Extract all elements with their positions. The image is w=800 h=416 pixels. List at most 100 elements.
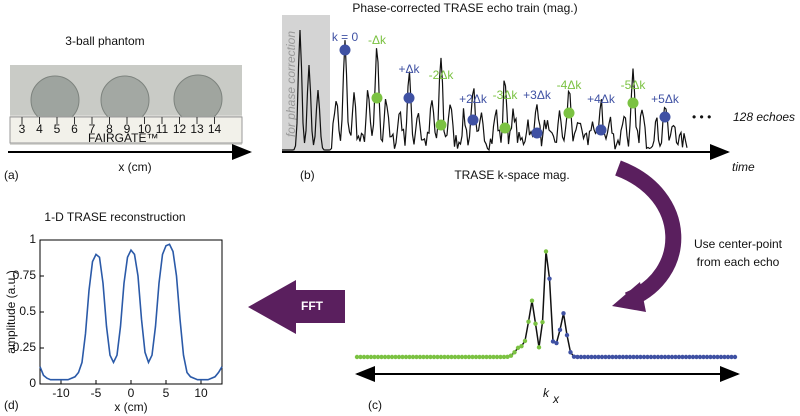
kspace-point (652, 354, 657, 360)
kspace-point (564, 332, 570, 338)
ruler-label: 13 (190, 122, 204, 136)
panel-label: (c) (368, 398, 382, 412)
echo-label: +4Δk (587, 92, 616, 106)
kspace-point (358, 354, 363, 360)
echo-label: -Δk (368, 33, 387, 47)
echo-label: -4Δk (557, 78, 583, 92)
kspace-point (725, 354, 731, 360)
y-tick-label: 0.5 (19, 304, 36, 318)
curved-arrow (614, 160, 682, 308)
echo-label: +Δk (398, 62, 420, 76)
kspace-point (708, 354, 713, 360)
y-tick-label: 0.25 (13, 340, 37, 354)
echo-center (531, 127, 543, 139)
x-tick-label: 5 (163, 386, 170, 400)
ball (173, 74, 223, 124)
kspace-point (582, 354, 587, 360)
x-axis-label: x (cm) (114, 400, 147, 414)
kspace-point (680, 354, 685, 360)
kspace-point (592, 354, 598, 360)
kspace-point (473, 354, 479, 360)
kspace-point (704, 354, 710, 360)
kspace-point (463, 354, 468, 360)
kspace-point (421, 354, 426, 360)
ruler-label: 4 (36, 122, 43, 136)
x-tick-label: 0 (128, 386, 135, 400)
kspace-point (631, 354, 636, 360)
axis-subscript: x (552, 392, 560, 406)
kspace-point (673, 354, 678, 360)
kspace-point (697, 354, 703, 360)
kspace-point (414, 354, 419, 360)
kspace-point (610, 354, 615, 360)
kspace-point (438, 354, 444, 360)
x-tick-label: -5 (91, 386, 102, 400)
kspace-point (596, 354, 601, 360)
kspace-point (501, 354, 507, 360)
axis-label: time (732, 160, 755, 174)
kspace-point (522, 338, 528, 344)
kspace-point (701, 354, 706, 360)
kspace-point (477, 354, 482, 360)
kspace-point (687, 354, 692, 360)
axis-label: k (543, 386, 550, 400)
kspace-point (666, 354, 671, 360)
kspace-point (634, 354, 640, 360)
kspace-point (382, 354, 388, 360)
echo-center (435, 119, 447, 131)
echo-label: +3Δk (523, 88, 552, 102)
kspace-point (533, 321, 538, 326)
ruler-label: 11 (156, 122, 169, 136)
kspace-point (403, 354, 409, 360)
kspace-point (379, 354, 384, 360)
kspace-point (711, 354, 717, 360)
echo-label: -2Δk (429, 68, 455, 82)
kspace-point (386, 354, 391, 360)
kspace-point (365, 354, 370, 360)
kspace-point (676, 354, 682, 360)
kspace-point (431, 354, 437, 360)
kspace-point (480, 354, 486, 360)
kspace-point (585, 354, 591, 360)
kspace-point (445, 354, 451, 360)
kspace-point (428, 354, 433, 360)
x-tick-label: 10 (194, 386, 208, 400)
kspace-point (732, 354, 738, 360)
kspace-point (372, 354, 377, 360)
kspace-point (606, 354, 612, 360)
panel-c-title: TRASE k-space mag. (454, 168, 569, 182)
kspace-point (718, 354, 724, 360)
kspace-point (550, 339, 556, 344)
kspace-point (452, 354, 458, 360)
echo-label: -3Δk (493, 88, 519, 102)
kspace-point (529, 298, 535, 303)
kspace-point (494, 354, 500, 360)
kspace-point (424, 354, 430, 360)
ruler-label: 9 (124, 122, 131, 136)
echo-markers: k = 0 -Δk +Δk -2Δk +2Δk -3Δk +3Δk -4Δk +4Δk -5Δk +… (332, 30, 680, 139)
kspace-point (641, 354, 647, 360)
ruler-label: 7 (89, 122, 96, 136)
kspace-point (589, 354, 594, 360)
kspace-point (575, 354, 580, 360)
kspace-point (512, 350, 517, 355)
ruler-label: 14 (208, 122, 222, 136)
kspace-point (466, 354, 472, 360)
kspace-point (547, 276, 552, 281)
kspace-point (515, 345, 521, 351)
kspace-point (456, 354, 461, 360)
kspace-point (599, 354, 605, 360)
kspace-point (410, 354, 416, 360)
kspace-point (470, 354, 475, 360)
kspace-point (543, 249, 549, 254)
kspace-point (375, 354, 381, 360)
kspace-point (659, 354, 664, 360)
kspace-point (526, 319, 531, 324)
kspace-point (571, 354, 577, 359)
echo-center (339, 44, 351, 56)
plot-frame (39, 239, 223, 385)
y-axis-label: amplitude (a.u.) (4, 270, 18, 353)
kspace-point (669, 354, 675, 360)
kspace-point (603, 354, 608, 360)
